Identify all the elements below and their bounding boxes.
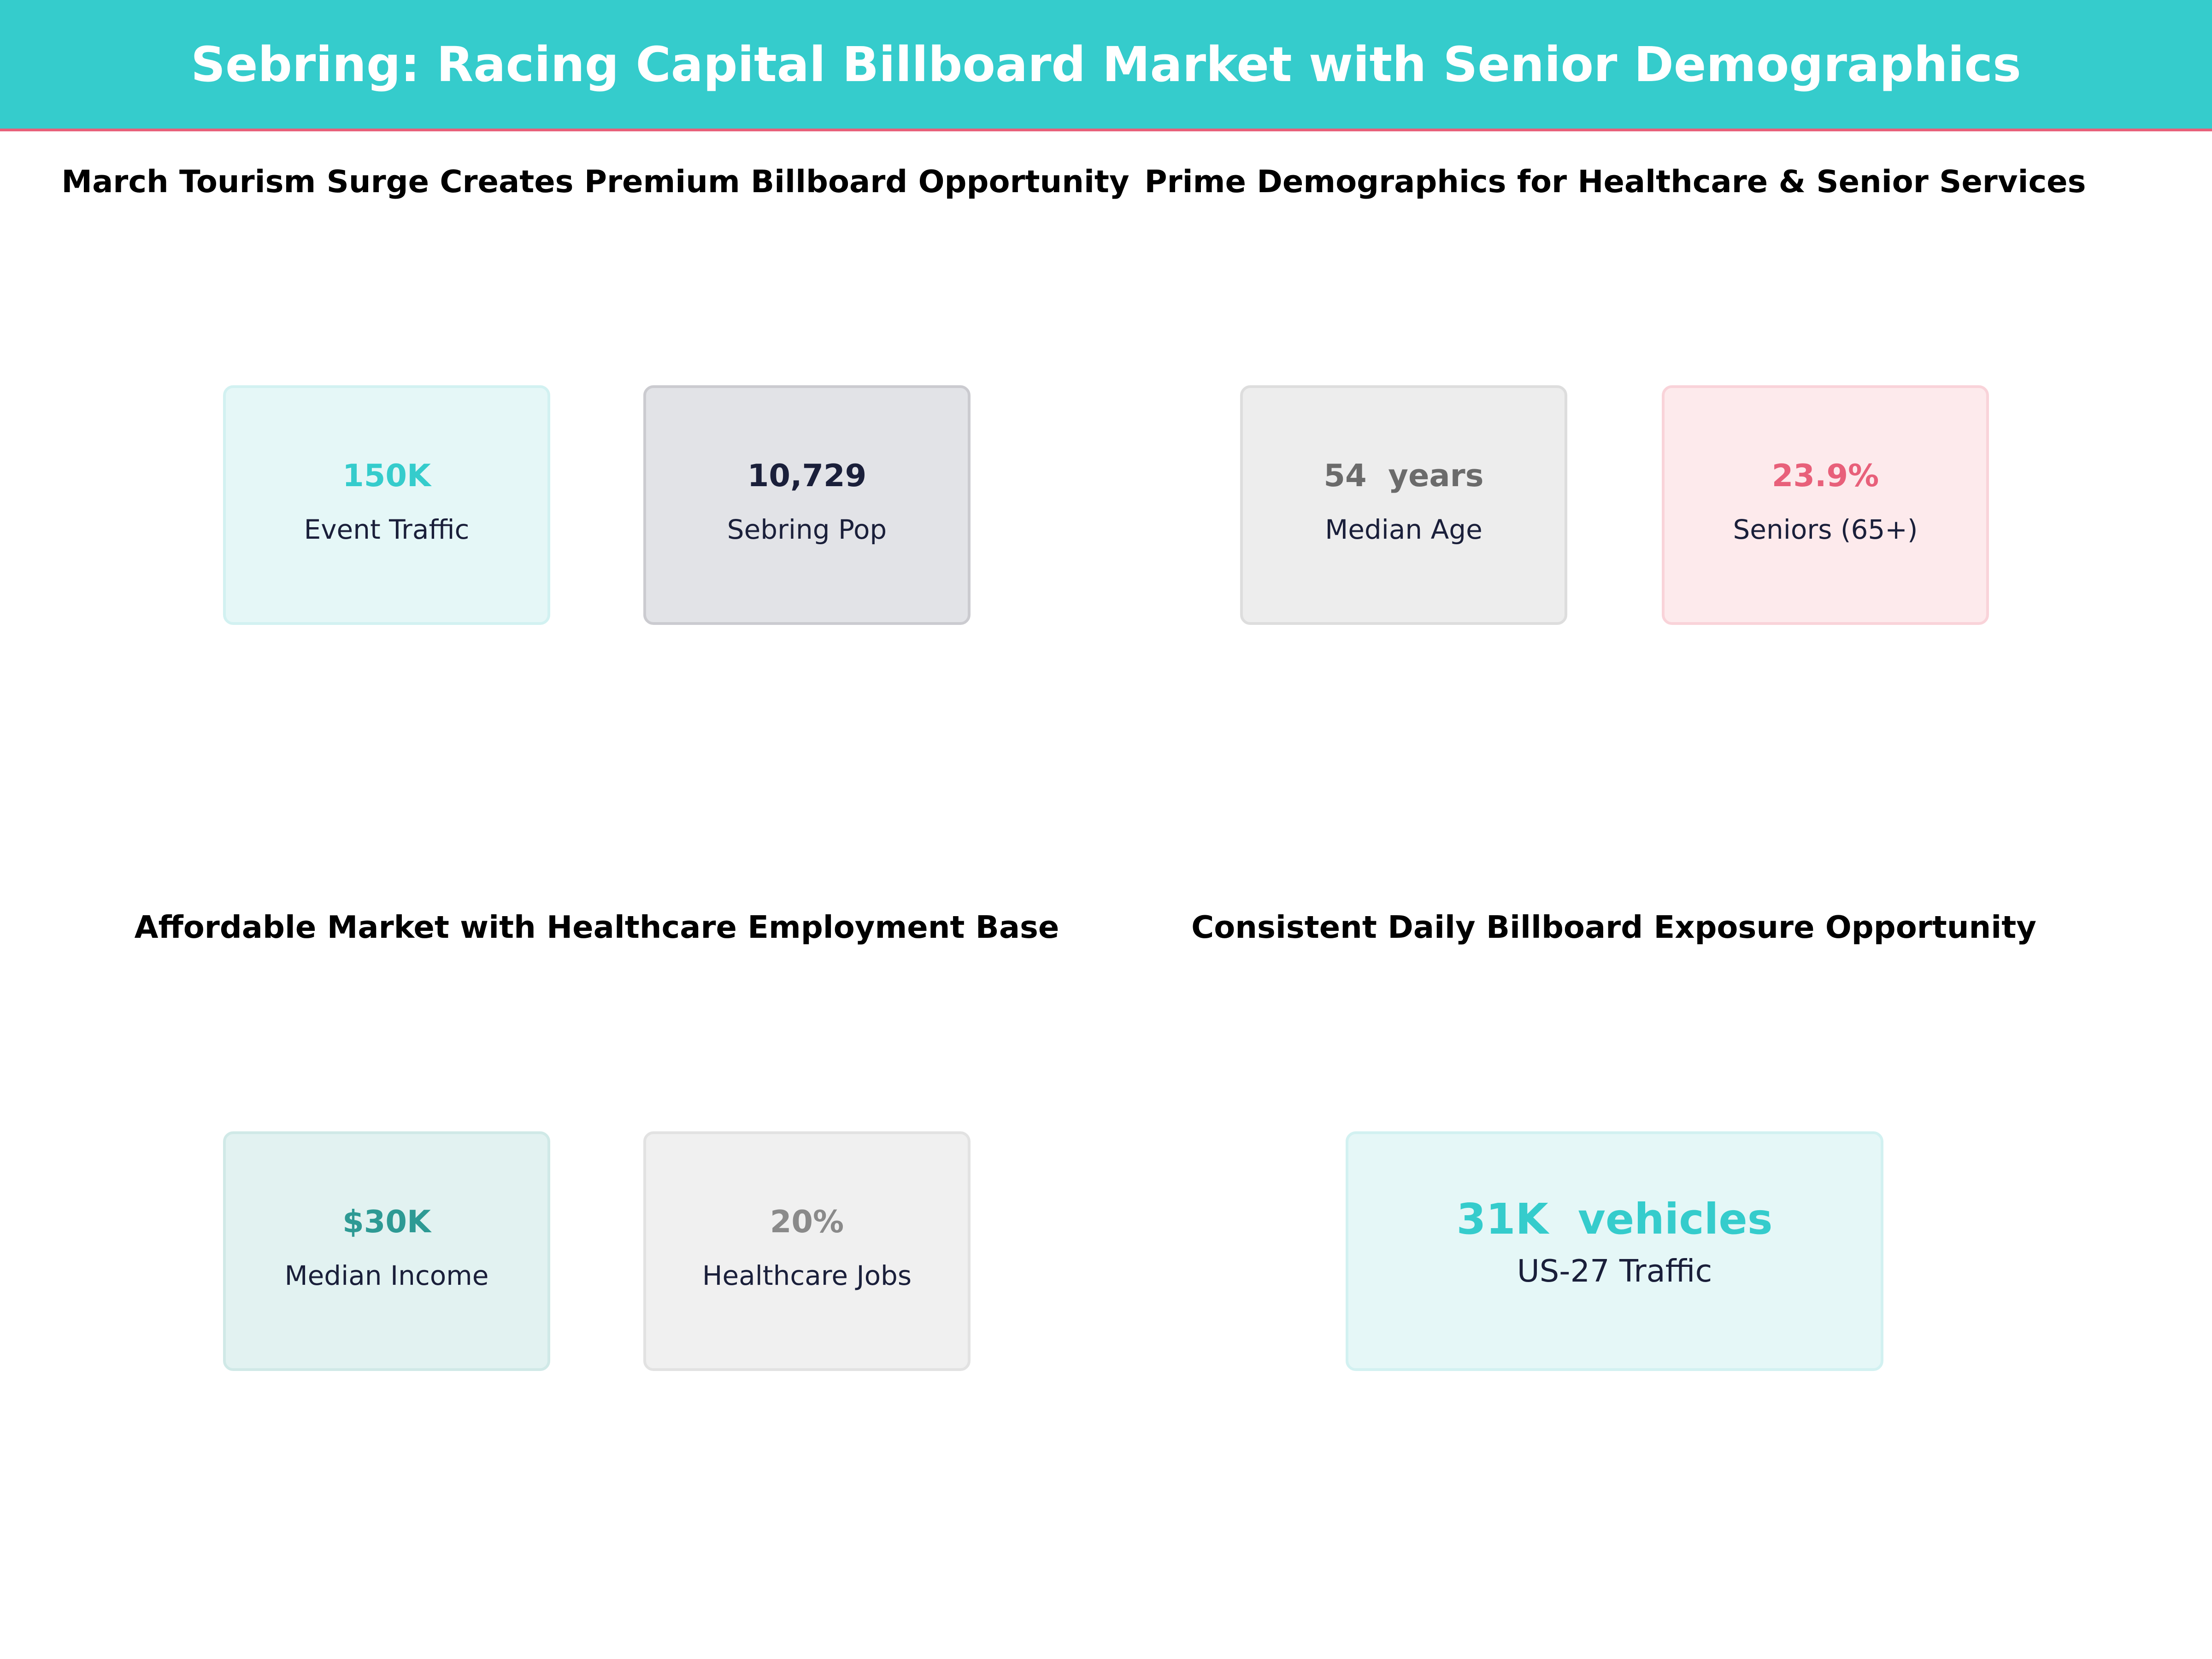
stat-value: $30K (342, 1204, 431, 1240)
header-banner: Sebring: Racing Capital Billboard Market… (0, 0, 2212, 131)
stat-value: 150K (342, 458, 431, 494)
stat-label: Median Income (284, 1260, 489, 1291)
stat-card-median-age: 54 years Median Age (1240, 385, 1567, 625)
stat-label: US-27 Traffic (1517, 1253, 1712, 1289)
page-title: Sebring: Racing Capital Billboard Market… (191, 36, 2021, 93)
stat-card-sebring-pop: 10,729 Sebring Pop (643, 385, 971, 625)
panel-title-text: Consistent Daily Billboard Exposure Oppo… (1191, 909, 2036, 945)
stat-card-us27-traffic: 31K vehicles US-27 Traffic (1346, 1131, 1883, 1371)
panel-title-text: Affordable Market with Healthcare Employ… (134, 909, 1059, 945)
stat-value: 10,729 (747, 458, 867, 494)
stat-label: Seniors (65+) (1733, 514, 1918, 545)
stat-label: Sebring Pop (727, 514, 887, 545)
stat-value: 20% (770, 1204, 844, 1240)
stat-label: Median Age (1325, 514, 1483, 545)
stat-label: Event Traffic (304, 514, 470, 545)
stat-card-event-traffic: 150K Event Traffic (223, 385, 550, 625)
stat-value: 54 years (1324, 458, 1484, 494)
panel-title-text: March Tourism Surge Creates Premium Bill… (61, 164, 1130, 200)
stat-label: Healthcare Jobs (702, 1260, 912, 1291)
stat-value: 31K vehicles (1456, 1194, 1773, 1244)
stat-card-median-income: $30K Median Income (223, 1131, 550, 1371)
stat-value: 23.9% (1771, 458, 1879, 494)
panel-title-text: Prime Demographics for Healthcare & Seni… (1144, 164, 2086, 200)
stat-card-seniors: 23.9% Seniors (65+) (1662, 385, 1989, 625)
stat-card-healthcare-jobs: 20% Healthcare Jobs (643, 1131, 971, 1371)
